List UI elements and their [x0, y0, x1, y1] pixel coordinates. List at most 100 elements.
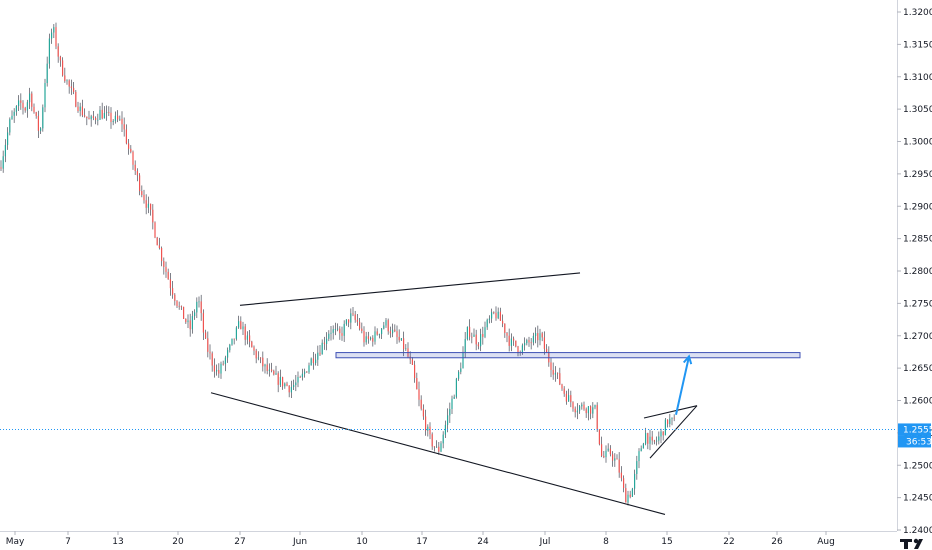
- candle-body: [40, 128, 42, 131]
- candle-body: [603, 455, 605, 458]
- candle-body: [530, 342, 532, 344]
- candle-body: [147, 203, 149, 208]
- candle-body: [15, 106, 17, 112]
- candle-body: [374, 331, 376, 342]
- candle-body: [200, 301, 202, 314]
- candle-body: [631, 488, 633, 497]
- candle-body: [614, 458, 616, 461]
- candle-body: [231, 338, 233, 345]
- candle-body: [381, 328, 383, 335]
- candle-body: [255, 350, 257, 359]
- x-tick-label: 27: [234, 537, 245, 547]
- candle-body: [607, 448, 609, 451]
- candle-body: [55, 27, 57, 47]
- candle-body: [482, 334, 484, 337]
- candle-body: [20, 100, 22, 103]
- candle-body: [207, 338, 209, 352]
- candle-body: [546, 348, 548, 353]
- candle-body: [196, 301, 198, 313]
- candle-body: [405, 348, 407, 350]
- candle-body: [213, 365, 215, 372]
- candle-body: [57, 46, 59, 57]
- candle-body: [286, 383, 288, 386]
- x-tick-label: 22: [723, 537, 734, 547]
- y-tick-label: 1.24500: [903, 494, 932, 504]
- candle-body: [48, 38, 50, 64]
- candle-body: [343, 323, 345, 336]
- candle-body: [108, 112, 110, 113]
- candle-body: [268, 369, 270, 371]
- candle-body: [332, 329, 334, 333]
- x-tick-label: May: [6, 537, 25, 547]
- wedge-upper-line: [643, 405, 698, 419]
- candle-body: [99, 109, 101, 120]
- candle-body: [130, 148, 132, 152]
- y-tick-label: 1.29000: [903, 202, 932, 212]
- candle-body: [627, 494, 629, 503]
- candle-body: [279, 377, 281, 385]
- candle-body: [414, 364, 416, 379]
- candle-body: [73, 87, 75, 92]
- candle-body: [673, 417, 675, 419]
- y-tick-label: 1.26000: [903, 397, 932, 407]
- candle-body: [253, 347, 255, 351]
- lower-trendline: [210, 392, 666, 515]
- candle-body: [431, 434, 433, 447]
- wedge-lower-line: [649, 405, 698, 459]
- candle-body: [293, 385, 295, 388]
- candle-body: [112, 120, 114, 123]
- candle-body: [587, 406, 589, 414]
- candle-body: [161, 248, 163, 262]
- candle-body: [141, 191, 143, 195]
- candle-body: [638, 451, 640, 462]
- candle-body: [550, 362, 552, 370]
- candle-body: [532, 335, 534, 343]
- candle-body: [352, 313, 354, 315]
- candle-body: [609, 448, 611, 455]
- candle-body: [7, 132, 9, 145]
- candle-body: [502, 320, 504, 324]
- countdown-value: 36:53: [906, 437, 932, 447]
- candle-body: [433, 446, 435, 448]
- x-tick-label: Aug: [817, 537, 835, 547]
- candle-body: [260, 357, 262, 359]
- candle-body: [81, 106, 83, 116]
- candle-body: [574, 408, 576, 413]
- candle-body: [504, 323, 506, 333]
- candle-body: [383, 325, 385, 329]
- candle-body: [605, 450, 607, 458]
- candle-body: [235, 327, 237, 340]
- candle-body: [86, 116, 88, 119]
- candle-body: [667, 419, 669, 425]
- candle-body: [262, 357, 264, 367]
- candle-body: [453, 396, 455, 399]
- candle-body: [2, 156, 4, 169]
- candle-body: [42, 107, 44, 129]
- candle-body: [370, 337, 372, 339]
- candle-body: [323, 342, 325, 344]
- y-tick-label: 1.29500: [903, 170, 932, 180]
- candle-body: [178, 305, 180, 307]
- candle-body: [596, 405, 598, 430]
- candle-body: [636, 461, 638, 474]
- candle-body: [535, 333, 537, 336]
- candle-body: [312, 358, 314, 364]
- candle-body: [233, 338, 235, 340]
- candle-body: [341, 333, 343, 336]
- candle-body: [132, 151, 134, 165]
- y-tick-label: 1.26500: [903, 364, 932, 374]
- candle-body: [334, 329, 336, 330]
- candle-body: [51, 32, 53, 39]
- candle-body: [328, 333, 330, 339]
- target-arrow-shaft: [675, 356, 690, 415]
- candle-body: [220, 363, 222, 374]
- candle-body: [526, 340, 528, 344]
- candle-body: [616, 458, 618, 460]
- candle-body: [330, 332, 332, 334]
- candle-body: [528, 340, 530, 343]
- candle-body: [136, 171, 138, 176]
- candle-body: [326, 338, 328, 344]
- candle-body: [590, 406, 592, 414]
